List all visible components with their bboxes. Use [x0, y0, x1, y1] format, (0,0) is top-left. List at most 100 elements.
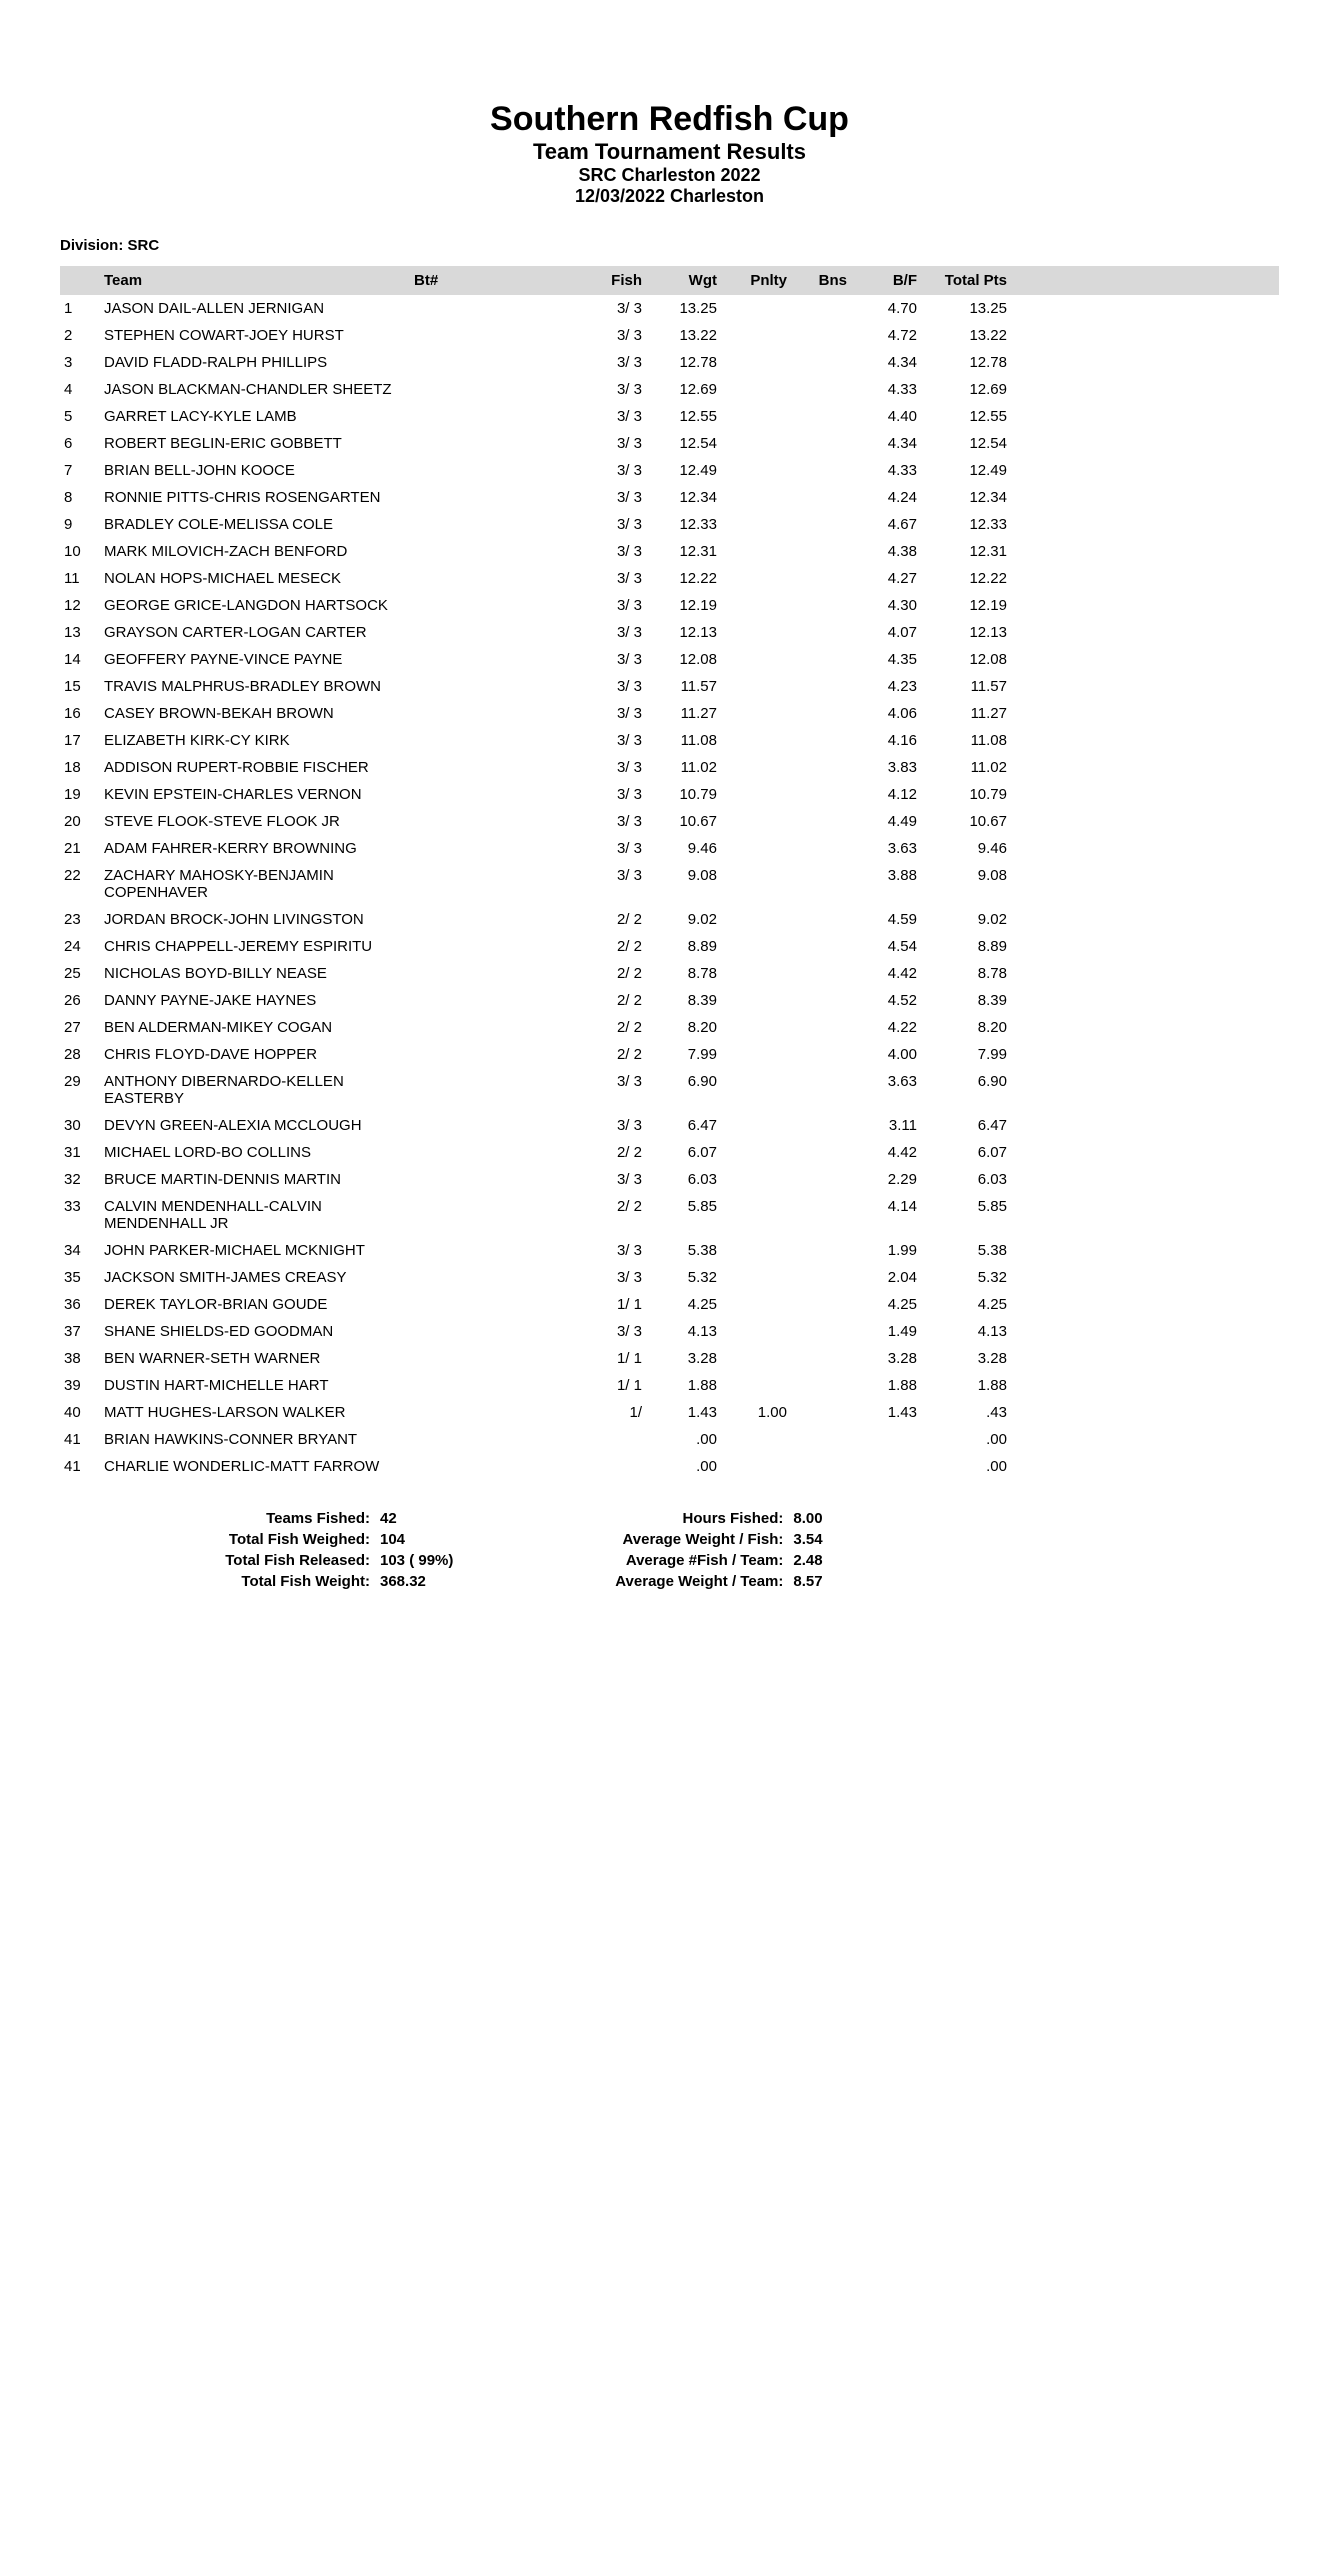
cell-total: 3.28 — [935, 1345, 1025, 1372]
table-row: 6ROBERT BEGLIN-ERIC GOBBETT3/ 312.544.34… — [60, 430, 1279, 457]
cell-bt — [410, 754, 590, 781]
cell-fish: 2/ 2 — [590, 987, 660, 1014]
cell-rank: 24 — [60, 933, 100, 960]
summary-left-col: Teams Fished:42Total Fish Weighed:104Tot… — [160, 1510, 453, 1590]
cell-wgt: 12.54 — [660, 430, 735, 457]
summary-row: Total Fish Released:103 ( 99%) — [160, 1552, 453, 1569]
cell-bns — [805, 1426, 865, 1453]
cell-pnlty — [735, 1426, 805, 1453]
cell-pad — [1025, 1014, 1279, 1041]
table-row: 11NOLAN HOPS-MICHAEL MESECK3/ 312.224.27… — [60, 565, 1279, 592]
table-row: 17ELIZABETH KIRK-CY KIRK3/ 311.084.1611.… — [60, 727, 1279, 754]
cell-wgt: 8.78 — [660, 960, 735, 987]
summary-row: Total Fish Weight:368.32 — [160, 1573, 453, 1590]
cell-pad — [1025, 457, 1279, 484]
cell-fish: 3/ 3 — [590, 727, 660, 754]
cell-bt — [410, 403, 590, 430]
cell-total: .00 — [935, 1453, 1025, 1480]
cell-fish: 3/ 3 — [590, 484, 660, 511]
cell-bt — [410, 1237, 590, 1264]
cell-bns — [805, 349, 865, 376]
cell-wgt: 8.39 — [660, 987, 735, 1014]
table-row: 3DAVID FLADD-RALPH PHILLIPS3/ 312.784.34… — [60, 349, 1279, 376]
cell-bt — [410, 933, 590, 960]
cell-total: 12.55 — [935, 403, 1025, 430]
cell-bns — [805, 1068, 865, 1112]
cell-pad — [1025, 1372, 1279, 1399]
cell-fish: 3/ 3 — [590, 349, 660, 376]
cell-bf: 4.07 — [865, 619, 935, 646]
cell-rank: 30 — [60, 1112, 100, 1139]
cell-pnlty — [735, 987, 805, 1014]
cell-total: 12.49 — [935, 457, 1025, 484]
cell-bf: 3.28 — [865, 1345, 935, 1372]
cell-pnlty — [735, 403, 805, 430]
cell-wgt: 1.88 — [660, 1372, 735, 1399]
cell-total: 12.19 — [935, 592, 1025, 619]
cell-bf: 4.42 — [865, 960, 935, 987]
cell-wgt: 6.90 — [660, 1068, 735, 1112]
cell-bt — [410, 430, 590, 457]
cell-bns — [805, 430, 865, 457]
cell-fish: 1/ 1 — [590, 1291, 660, 1318]
summary-label: Average Weight / Team: — [573, 1573, 793, 1590]
cell-rank: 15 — [60, 673, 100, 700]
cell-bns — [805, 322, 865, 349]
cell-pad — [1025, 619, 1279, 646]
cell-wgt: 12.13 — [660, 619, 735, 646]
cell-bt — [410, 592, 590, 619]
cell-total: 8.39 — [935, 987, 1025, 1014]
cell-team: RONNIE PITTS-CHRIS ROSENGARTEN — [100, 484, 410, 511]
summary-value: 2.48 — [793, 1552, 822, 1569]
cell-total: 13.22 — [935, 322, 1025, 349]
cell-wgt: 11.27 — [660, 700, 735, 727]
table-row: 15TRAVIS MALPHRUS-BRADLEY BROWN3/ 311.57… — [60, 673, 1279, 700]
cell-rank: 33 — [60, 1193, 100, 1237]
table-row: 27BEN ALDERMAN-MIKEY COGAN2/ 28.204.228.… — [60, 1014, 1279, 1041]
cell-team: BRIAN BELL-JOHN KOOCE — [100, 457, 410, 484]
cell-pnlty — [735, 1041, 805, 1068]
cell-bns — [805, 1014, 865, 1041]
cell-fish: 3/ 3 — [590, 754, 660, 781]
cell-bf: 3.11 — [865, 1112, 935, 1139]
table-row: 41BRIAN HAWKINS-CONNER BRYANT.00.00 — [60, 1426, 1279, 1453]
cell-bt — [410, 295, 590, 322]
cell-wgt: .00 — [660, 1453, 735, 1480]
cell-fish: 3/ 3 — [590, 1318, 660, 1345]
cell-bt — [410, 1372, 590, 1399]
table-row: 25NICHOLAS BOYD-BILLY NEASE2/ 28.784.428… — [60, 960, 1279, 987]
table-row: 28CHRIS FLOYD-DAVE HOPPER2/ 27.994.007.9… — [60, 1041, 1279, 1068]
cell-rank: 19 — [60, 781, 100, 808]
cell-pnlty — [735, 511, 805, 538]
cell-pad — [1025, 430, 1279, 457]
cell-bns — [805, 592, 865, 619]
cell-bt — [410, 1399, 590, 1426]
cell-bns — [805, 1264, 865, 1291]
cell-total: 12.54 — [935, 430, 1025, 457]
summary-label: Total Fish Weighed: — [160, 1531, 380, 1548]
cell-rank: 1 — [60, 295, 100, 322]
cell-wgt: 12.55 — [660, 403, 735, 430]
cell-pnlty — [735, 646, 805, 673]
cell-bns — [805, 511, 865, 538]
cell-pnlty — [735, 538, 805, 565]
cell-pnlty — [735, 781, 805, 808]
cell-pnlty — [735, 960, 805, 987]
cell-wgt: 13.25 — [660, 295, 735, 322]
cell-pad — [1025, 1426, 1279, 1453]
col-fish: Fish — [590, 266, 660, 295]
cell-bns — [805, 906, 865, 933]
cell-wgt: 6.07 — [660, 1139, 735, 1166]
cell-total: 12.69 — [935, 376, 1025, 403]
cell-fish: 3/ 3 — [590, 457, 660, 484]
cell-bf: 4.34 — [865, 430, 935, 457]
cell-team: MATT HUGHES-LARSON WALKER — [100, 1399, 410, 1426]
cell-wgt: 9.02 — [660, 906, 735, 933]
summary-block: Teams Fished:42Total Fish Weighed:104Tot… — [60, 1510, 1279, 1590]
cell-rank: 12 — [60, 592, 100, 619]
cell-team: NOLAN HOPS-MICHAEL MESECK — [100, 565, 410, 592]
cell-rank: 2 — [60, 322, 100, 349]
cell-total: 12.22 — [935, 565, 1025, 592]
cell-bns — [805, 835, 865, 862]
table-row: 5GARRET LACY-KYLE LAMB3/ 312.554.4012.55 — [60, 403, 1279, 430]
